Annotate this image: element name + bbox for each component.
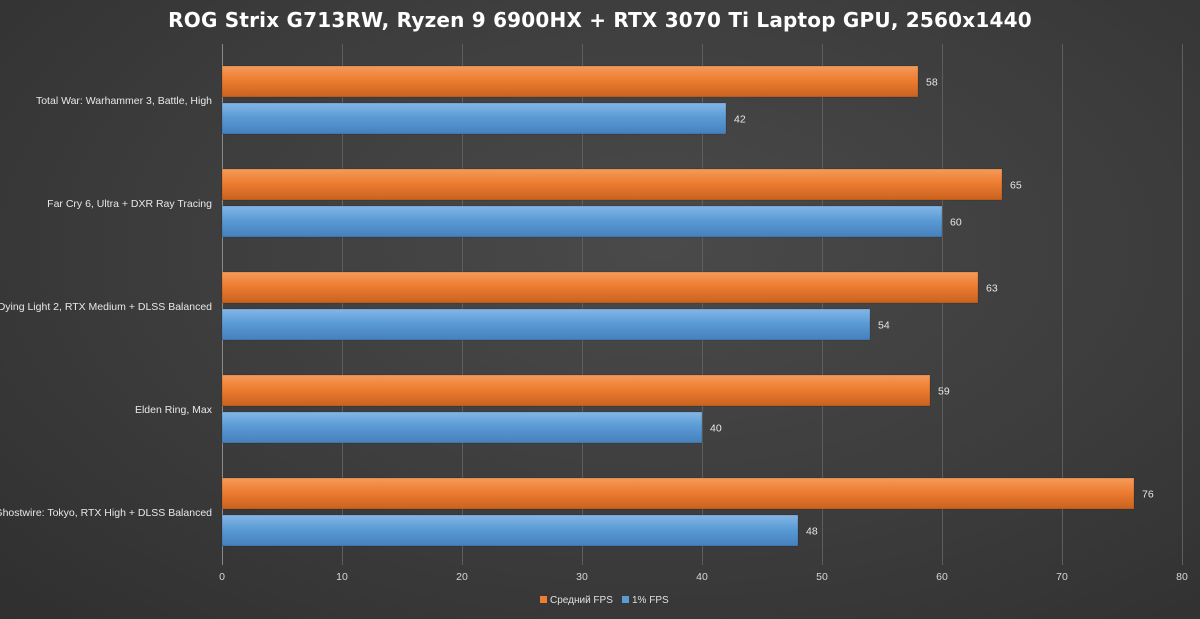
category-label: Dying Light 2, RTX Medium + DLSS Balance…: [0, 301, 212, 313]
x-tick-label: 10: [336, 571, 348, 583]
data-label: 48: [806, 526, 818, 538]
data-label: 59: [938, 386, 950, 398]
x-tick-label: 60: [936, 571, 948, 583]
x-tick-label: 40: [696, 571, 708, 583]
bar-low-fps: [221, 205, 943, 238]
category-label: Elden Ring, Max: [135, 404, 213, 416]
bar-avg-fps: [221, 65, 919, 98]
x-tick-label: 70: [1056, 571, 1068, 583]
data-label: 58: [926, 77, 938, 89]
category-label: Far Cry 6, Ultra + DXR Ray Tracing: [47, 198, 212, 210]
data-label: 60: [950, 217, 962, 229]
x-tick-label: 0: [219, 571, 225, 583]
bar-low-fps: [221, 514, 799, 547]
data-label: 76: [1142, 489, 1154, 501]
data-label: 54: [878, 320, 890, 332]
category-label: Ghostwire: Tokyo, RTX High + DLSS Balanc…: [0, 507, 212, 519]
category-label: Total War: Warhammer 3, Battle, High: [36, 95, 212, 107]
data-label: 42: [734, 114, 746, 126]
x-tick-label: 80: [1176, 571, 1188, 583]
chart-title: ROG Strix G713RW, Ryzen 9 6900HX + RTX 3…: [168, 8, 1032, 32]
bar-low-fps: [221, 308, 871, 341]
x-tick-label: 20: [456, 571, 468, 583]
legend-swatch: [622, 596, 629, 603]
legend-item-label: 1% FPS: [632, 595, 669, 606]
x-tick-label: 30: [576, 571, 588, 583]
legend-item-label: Средний FPS: [550, 595, 613, 606]
data-label: 40: [710, 423, 722, 435]
data-label: 65: [1010, 180, 1022, 192]
bar-avg-fps: [221, 477, 1135, 510]
x-tick-label: 50: [816, 571, 828, 583]
bar-avg-fps: [221, 374, 931, 407]
bar-avg-fps: [221, 168, 1003, 201]
bar-avg-fps: [221, 271, 979, 304]
legend-swatch: [540, 596, 547, 603]
bar-low-fps: [221, 102, 727, 135]
bar-low-fps: [221, 411, 703, 444]
data-label: 63: [986, 283, 998, 295]
